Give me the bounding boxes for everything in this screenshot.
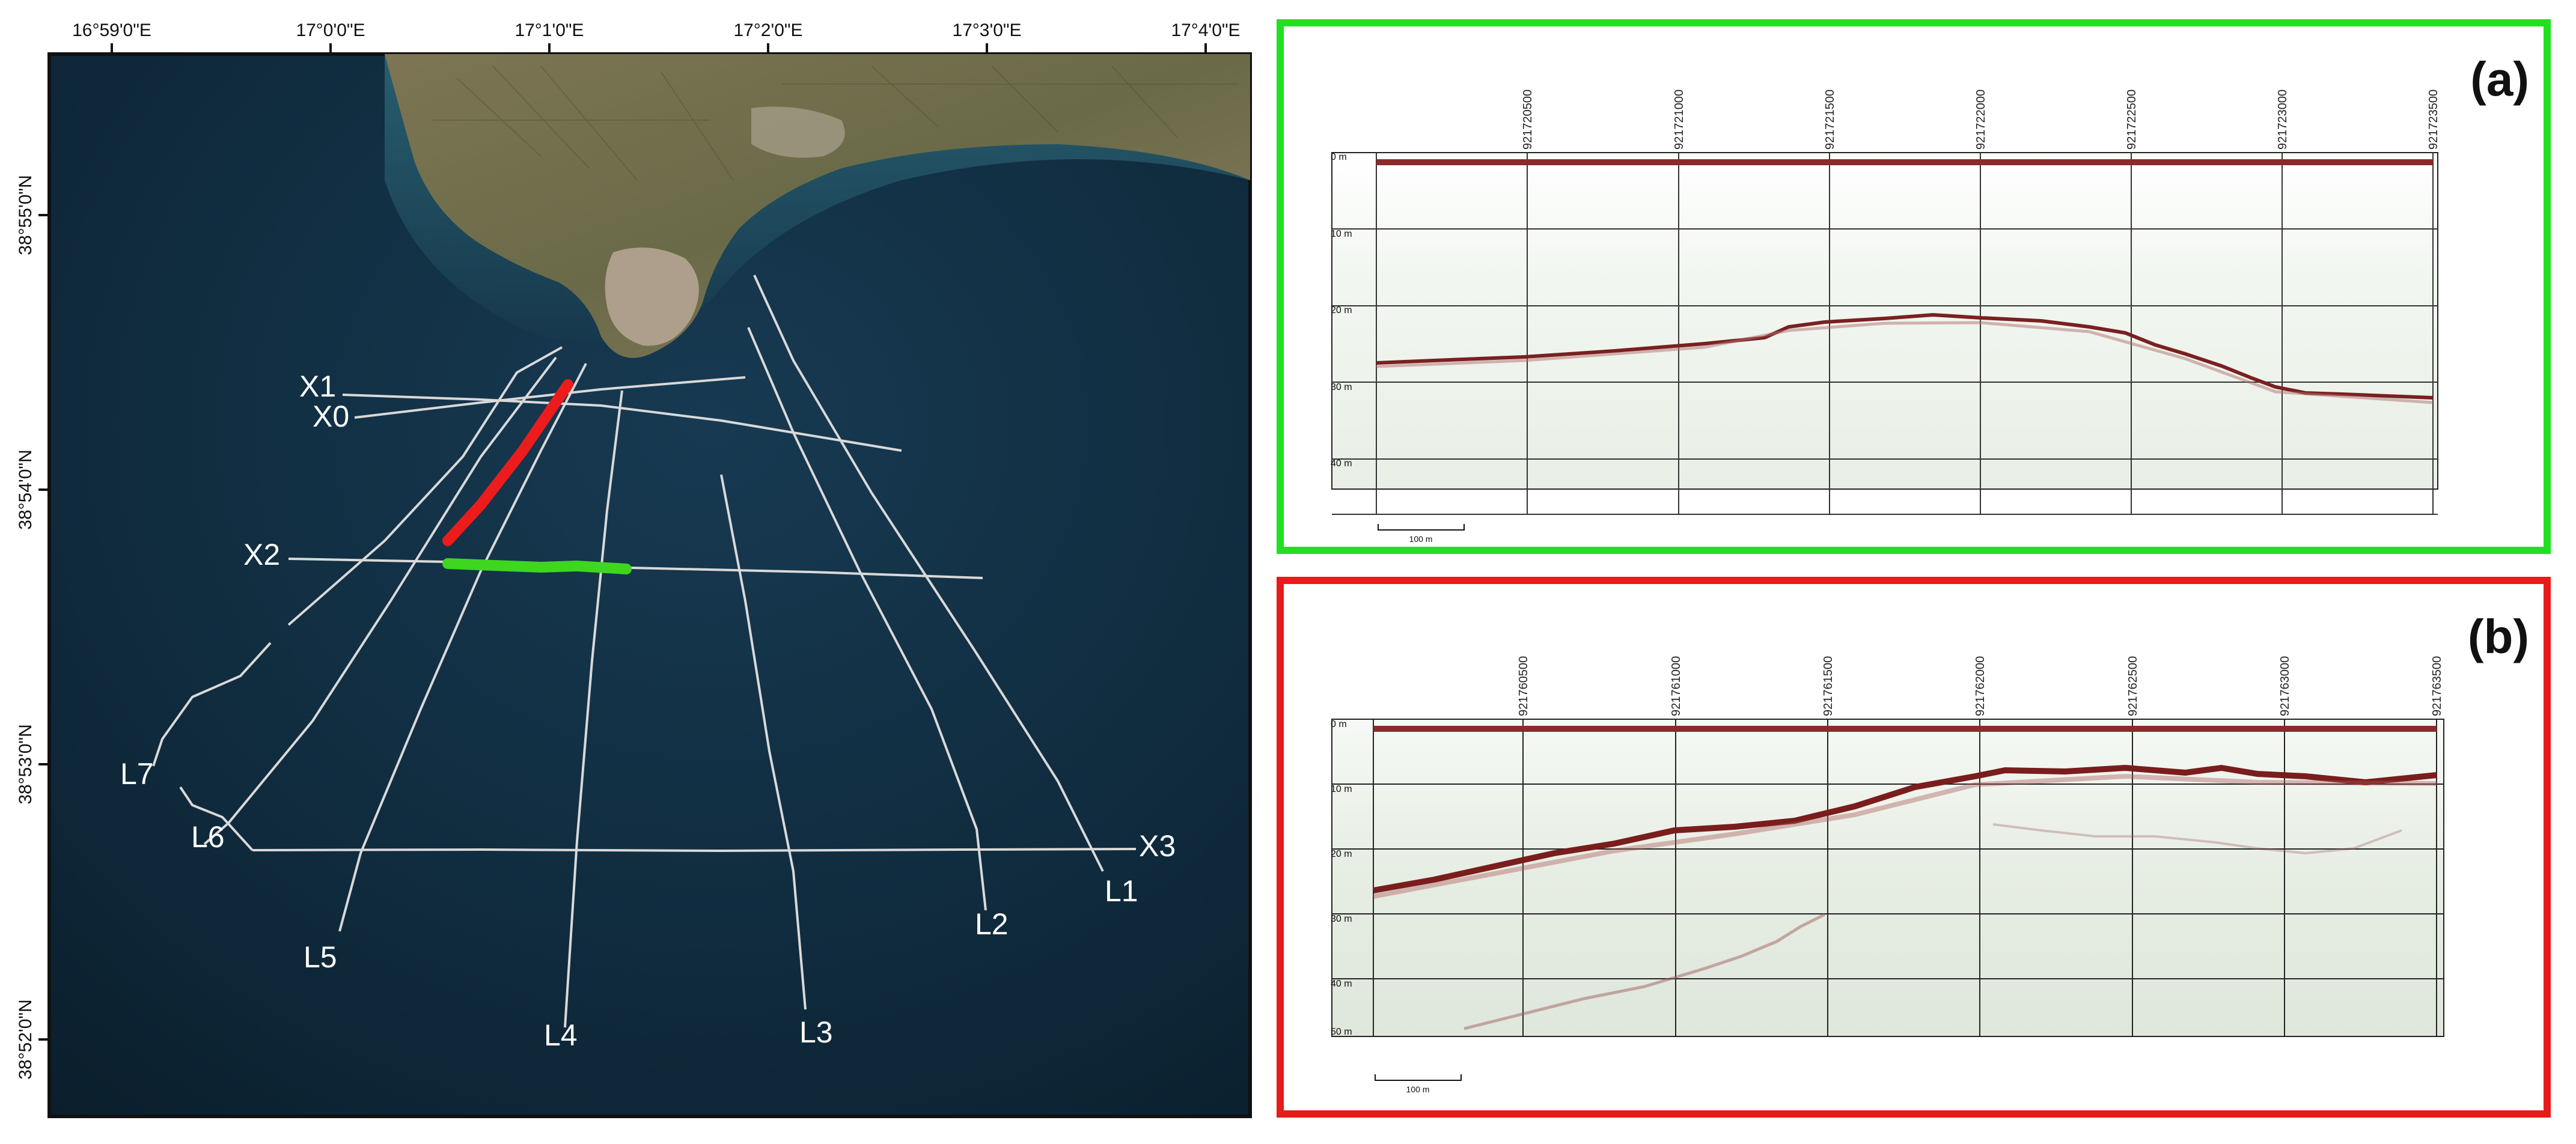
survey-line-l6 [203, 356, 557, 845]
lon-label: 17°3'0"E [952, 20, 1021, 40]
subbottom-reflector-b2 [1992, 823, 2402, 855]
panel-letter-b: (b) [2467, 610, 2529, 663]
trace-label: 921762500 [2126, 656, 2140, 716]
survey-line-l1 [753, 275, 1104, 872]
trace-labels-b: 921760500 921761000 921761500 921762000 … [1517, 656, 2444, 716]
label-l1: L1 [1105, 874, 1138, 908]
trace-label: 921761000 [1670, 656, 1683, 716]
trace-label: 921722500 [2125, 90, 2138, 150]
trace-label: 921763500 [2431, 656, 2444, 716]
survey-line-l5 [338, 363, 587, 932]
trace-label: 921720500 [1521, 90, 1534, 150]
surface-band-b [1373, 726, 2437, 732]
depth-label: 30 m [1331, 914, 1352, 924]
lon-label: 17°0'0"E [296, 20, 365, 40]
depth-labels-b: 0 m 10 m 20 m 30 m 40 m 50 m [1331, 719, 1352, 1037]
depth-label: 10 m [1331, 784, 1352, 794]
line-labels: X1 X0 X2 X3 L1 L2 L3 L4 L5 L6 L7 [120, 370, 1176, 1052]
trace-label: 921761500 [1822, 656, 1835, 716]
label-x1: X1 [299, 370, 336, 403]
trace-label: 921721500 [1824, 90, 1837, 150]
profile-a-svg: 0 m 10 m 20 m 30 m 40 m 921720500 921721… [1331, 90, 2440, 544]
lat-label: 38°52'0"N [16, 999, 35, 1079]
trace-label: 921723500 [2427, 90, 2440, 150]
survey-line-x1 [342, 394, 902, 452]
trace-label: 921763000 [2278, 656, 2292, 716]
survey-line-l6-hook [179, 786, 254, 851]
lat-ticks [38, 214, 49, 1041]
lat-label: 38°53'0"N [16, 724, 35, 804]
label-l5: L5 [304, 940, 337, 974]
lon-ticks [111, 43, 1207, 54]
survey-line-l4 [564, 390, 623, 1028]
depth-label: 30 m [1331, 382, 1352, 392]
lon-labels: 16°59'0"E 17°0'0"E 17°1'0"E 17°2'0"E 17°… [72, 20, 1240, 40]
label-x0: X0 [313, 400, 349, 433]
village-area [751, 106, 845, 158]
lon-label: 17°1'0"E [514, 20, 584, 40]
label-l2: L2 [975, 907, 1009, 941]
scale-label: 100 m [1409, 534, 1433, 544]
label-l6: L6 [191, 820, 225, 854]
seabed-texture-a [1376, 321, 2434, 404]
depth-label: 20 m [1331, 305, 1352, 315]
lon-label: 17°4'0"E [1171, 20, 1240, 40]
highlight-segment-a [442, 558, 632, 574]
lat-label: 38°54'0"N [16, 449, 35, 529]
lat-labels: 38°55'0"N 38°54'0"N 38°53'0"N 38°52'0"N [16, 175, 35, 1079]
profile-b-svg: 0 m 10 m 20 m 30 m 40 m 50 m 921760500 9… [1331, 656, 2444, 1094]
panel-letter-a: (a) [2470, 52, 2529, 106]
survey-lines [152, 275, 1137, 1028]
grid-b [1332, 719, 2444, 1037]
echogram-a-area [1331, 152, 2438, 490]
label-x3: X3 [1139, 829, 1176, 863]
trace-label: 921722000 [1974, 90, 1988, 150]
depth-label: 40 m [1331, 979, 1352, 989]
map-panel: 16°59'0"E 17°0'0"E 17°1'0"E 17°2'0"E 17°… [0, 0, 1268, 1141]
survey-line-l7-south [152, 642, 272, 767]
lon-label: 16°59'0"E [72, 20, 151, 40]
profile-panel-b: 0 m 10 m 20 m 30 m 40 m 50 m 921760500 9… [1277, 577, 2551, 1118]
echogram-b-area [1331, 719, 2444, 1037]
depth-label: 0 m [1331, 719, 1347, 729]
trace-label: 921760500 [1517, 656, 1530, 716]
lon-label: 17°2'0"E [733, 20, 802, 40]
label-x2: X2 [243, 538, 280, 571]
scale-bar-b: 100 m [1375, 1074, 1462, 1094]
profile-panel-a: 0 m 10 m 20 m 30 m 40 m 921720500 921721… [1277, 19, 2551, 554]
grid-a [1332, 153, 2438, 515]
survey-line-l3 [720, 474, 807, 1010]
depth-label: 50 m [1331, 1027, 1352, 1037]
survey-line-x3 [252, 848, 1137, 852]
depth-label: 0 m [1331, 152, 1347, 162]
coastline-land [385, 54, 1250, 358]
label-l4: L4 [544, 1018, 578, 1052]
map-svg: 16°59'0"E 17°0'0"E 17°1'0"E 17°2'0"E 17°… [16, 20, 1252, 1118]
scale-bar-a: 100 m [1378, 524, 1465, 544]
trace-label: 921723000 [2276, 90, 2289, 150]
subbottom-reflector-b [1463, 913, 1826, 1030]
field-texture [433, 65, 1238, 181]
label-l7: L7 [120, 757, 154, 791]
trace-label: 921762000 [1974, 656, 1987, 716]
scale-label: 100 m [1406, 1085, 1430, 1094]
seabed-texture-b [1373, 773, 2437, 899]
depth-label: 20 m [1331, 849, 1352, 859]
depth-labels-a: 0 m 10 m 20 m 30 m 40 m [1331, 152, 1352, 469]
survey-line-l7 [287, 346, 563, 626]
depth-label: 10 m [1331, 229, 1352, 239]
label-l3: L3 [799, 1015, 833, 1049]
survey-line-x0 [354, 376, 746, 419]
depth-label: 40 m [1331, 458, 1352, 469]
seabed-reflector-b [1373, 764, 2437, 893]
surface-band-a [1376, 159, 2433, 165]
survey-line-l2 [747, 327, 987, 911]
trace-label: 921721000 [1673, 90, 1686, 150]
town-area [605, 248, 699, 346]
trace-labels-a: 921720500 921721000 921721500 921722000 … [1521, 90, 2440, 150]
lat-label: 38°55'0"N [16, 175, 35, 255]
highlight-segment-b [442, 379, 573, 546]
seabed-reflector-a [1376, 312, 2434, 400]
